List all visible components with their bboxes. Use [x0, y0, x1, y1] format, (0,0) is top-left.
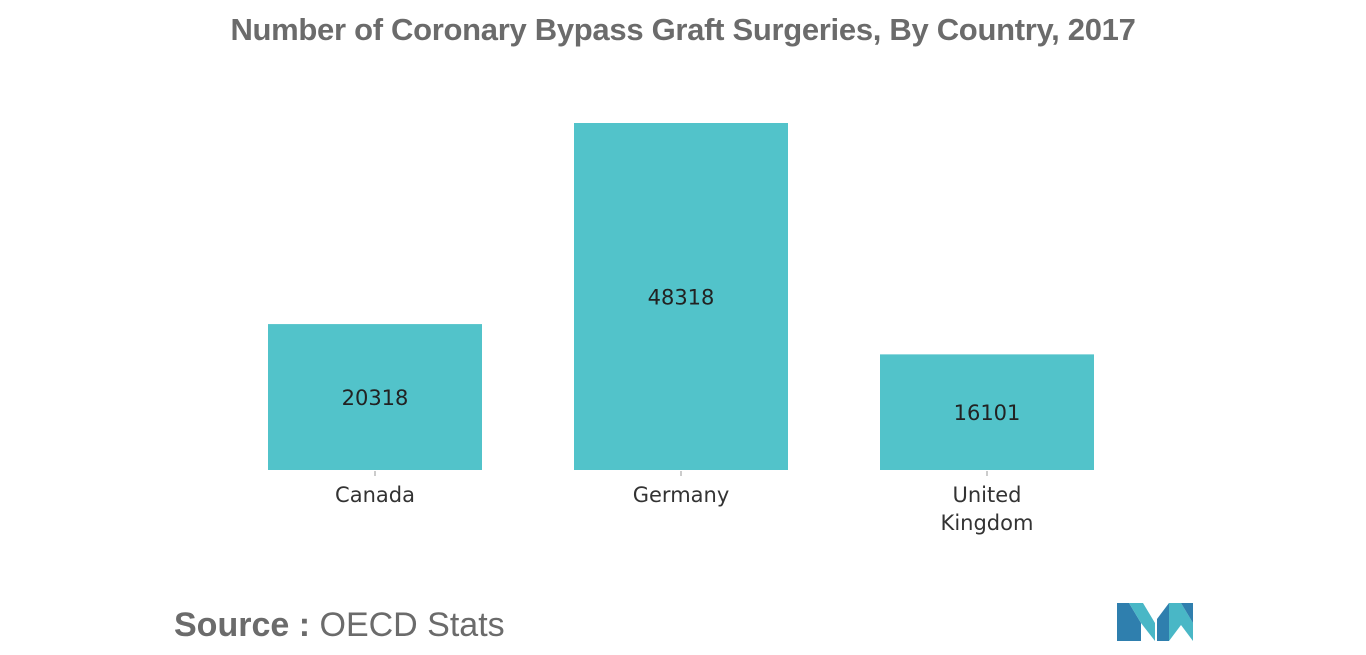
chart-title: Number of Coronary Bypass Graft Surgerie…	[230, 12, 1136, 47]
labels-layer: 20318 Canada 48318 Germany 16101 United Kingdo…	[335, 286, 1033, 536]
x-tick-label: Canada	[335, 483, 415, 507]
bars-layer	[268, 123, 1094, 470]
source-label: Source :	[174, 606, 311, 644]
x-tick-label: Germany	[633, 483, 730, 507]
bar-value-label: 48318	[648, 286, 715, 310]
bar-value-label: 16101	[954, 401, 1021, 425]
bar-value-label: 20318	[342, 386, 409, 410]
brand-logo-icon	[1117, 603, 1193, 641]
source-note: Source : OECD Stats	[174, 606, 505, 645]
bar	[268, 324, 482, 470]
x-tick-label: United Kingdom	[941, 483, 1034, 535]
bar	[880, 354, 1094, 470]
bar	[574, 123, 788, 470]
source-text: OECD Stats	[319, 606, 505, 644]
